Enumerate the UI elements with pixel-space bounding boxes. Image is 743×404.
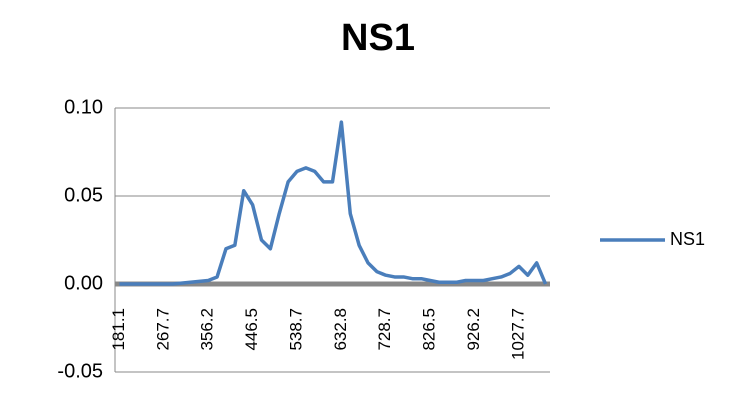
x-tick-label: 826.5	[420, 308, 439, 351]
x-tick-label: 1027.7	[508, 308, 527, 360]
x-tick-label: 538.7	[286, 308, 305, 351]
x-tick-label: 267.7	[153, 308, 172, 351]
x-tick-label: 632.8	[331, 308, 350, 351]
x-tick-label: 926.2	[464, 308, 483, 351]
x-tick-label: 446.5	[242, 308, 261, 351]
x-tick-label: 356.2	[198, 308, 217, 351]
y-tick-label: 0.05	[64, 184, 103, 206]
y-tick-label: 0.00	[64, 272, 103, 294]
y-tick-label: -0.05	[57, 360, 103, 382]
x-tick-label: 181.1	[109, 308, 128, 351]
series-line	[119, 120, 548, 286]
chart-title: NS1	[341, 17, 415, 59]
y-tick-label: 0.10	[64, 96, 103, 118]
legend-label: NS1	[670, 229, 705, 249]
x-tick-label: 728.7	[375, 308, 394, 351]
